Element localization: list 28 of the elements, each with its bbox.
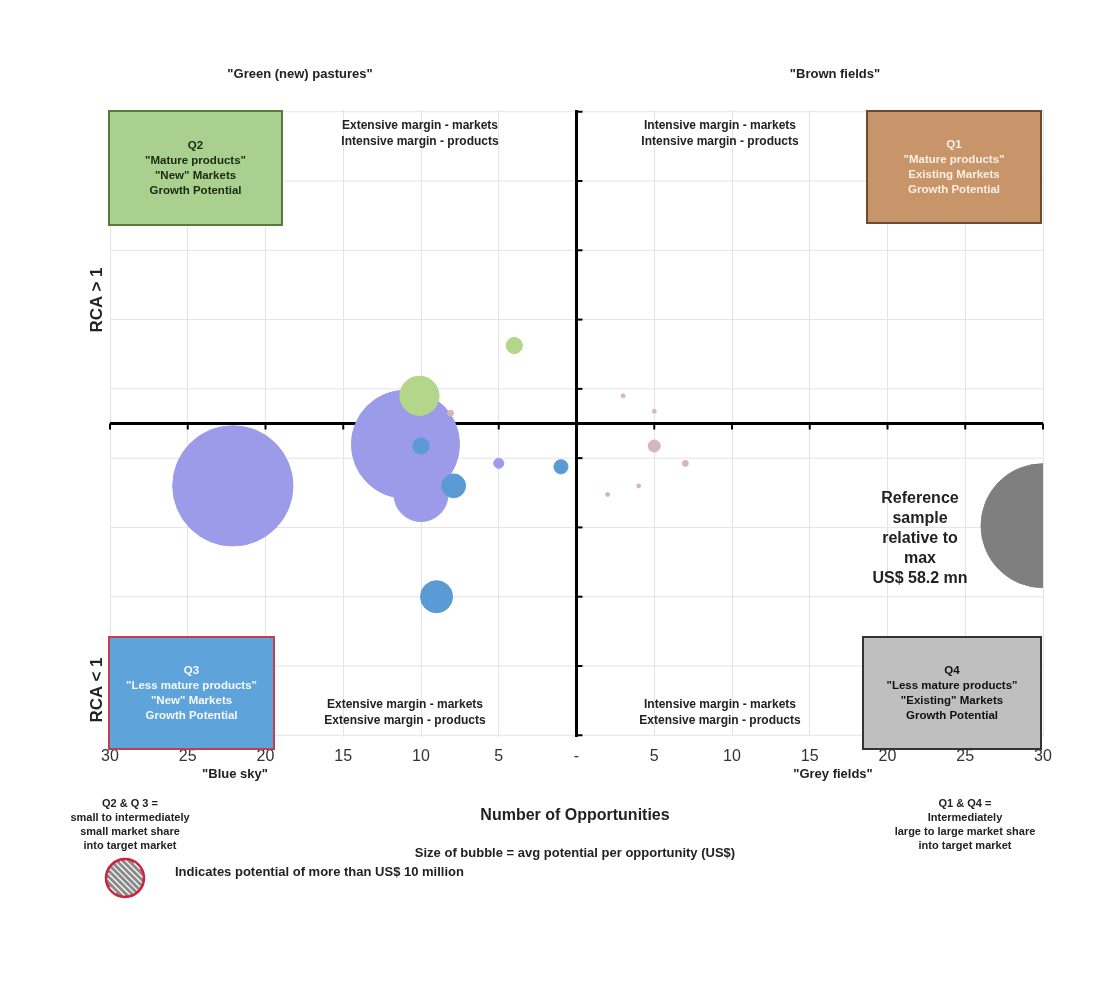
text: Intensive margin - markets Intensive margin - products [640, 118, 800, 150]
text: "Grey fields" [792, 766, 874, 783]
annotation: Reference sample relative to max US$ 58.2 mn [871, 488, 969, 588]
text: RCA > 1 [87, 267, 107, 333]
x-tick-label: 10 [723, 747, 741, 765]
x-axis-title: Number of Opportunities [479, 806, 671, 824]
x-tick-label: - [573, 747, 580, 765]
x-tick-label: 5 [649, 747, 659, 765]
text: Q1 & Q4 = Intermediately large to large market share into target market [893, 796, 1037, 852]
x-tick-label: 10 [412, 747, 430, 765]
x-tick-label: 30 [101, 747, 119, 765]
text: "Green (new) pastures" [226, 66, 374, 83]
text: Q2 & Q 3 = small to intermediately small market share into target market [69, 796, 191, 852]
quadrant-box: Q2 "Mature products" "New" Markets Growth Potential [108, 110, 283, 226]
text: Intensive margin - markets Extensive margin - products [638, 697, 802, 729]
text: Extensive margin - markets Extensive margin - products [323, 697, 487, 729]
text: RCA < 1 [87, 657, 107, 723]
x-tick-label: 5 [494, 747, 504, 765]
text: Size of bubble = avg potential per opportunity (US$) [413, 845, 737, 862]
text: "Blue sky" [201, 766, 269, 783]
quadrant-box: Q3 "Less mature products" "New" Markets Growth Potential [108, 636, 275, 750]
x-tick-label: 15 [800, 747, 819, 765]
quadrant-box: Q1 "Mature products" Existing Markets Growth Potential [866, 110, 1042, 224]
text: Extensive margin - markets Intensive margin - products [340, 118, 500, 150]
x-tick-label: 15 [334, 747, 353, 765]
quadrant-box: Q4 "Less mature products" "Existing" Markets Growth Potential [862, 636, 1042, 750]
text: "Brown fields" [788, 66, 882, 83]
text: Indicates potential of more than US$ 10 million [175, 864, 465, 881]
